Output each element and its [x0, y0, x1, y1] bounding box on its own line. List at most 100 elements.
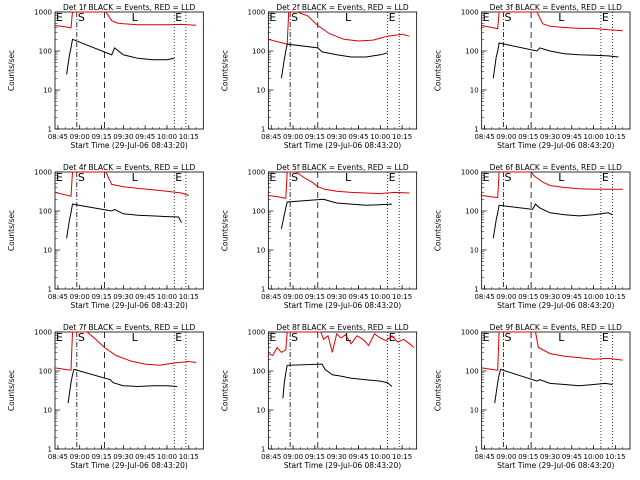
- marker-e2: E: [602, 171, 609, 184]
- y-axis-label: Counts/sec: [220, 370, 229, 411]
- x-tick-label: 09:15: [518, 133, 538, 141]
- plot-frame: [54, 331, 204, 450]
- marker-e1: E: [483, 11, 490, 24]
- x-tick-label: 08:45: [261, 453, 281, 461]
- x-tick-label: 09:15: [91, 133, 111, 141]
- marker-e2: E: [175, 331, 182, 344]
- x-tick-label: 08:45: [48, 133, 68, 141]
- x-tick-label: 09:15: [91, 453, 111, 461]
- x-tick-label: 10:00: [584, 453, 604, 461]
- marker-s: S: [504, 331, 511, 344]
- marker-l: L: [345, 11, 352, 24]
- x-tick-label: 09:15: [305, 293, 325, 301]
- lld-series-line: [268, 331, 415, 357]
- x-tick-label: 09:00: [70, 293, 90, 301]
- x-tick-label: 09:30: [540, 453, 560, 461]
- marker-e2: E: [389, 171, 396, 184]
- x-axis-label: Start Time (29-Jul-06 08:43:20): [284, 461, 401, 470]
- x-tick-label: 10:00: [157, 453, 177, 461]
- detector-panel-6: Det 6f BLACK = Events, RED = LLD 1 10 100 10…: [434, 163, 631, 310]
- y-tick-label: 100: [465, 368, 478, 376]
- x-axis-label: Start Time (29-Jul-06 08:43:20): [284, 301, 401, 310]
- y-tick-label: 1: [261, 286, 265, 294]
- y-axis-label: Counts/sec: [220, 50, 229, 91]
- y-tick-label: 100: [39, 208, 52, 216]
- y-tick-label: 1: [261, 446, 265, 454]
- x-tick-label: 10:15: [392, 293, 412, 301]
- x-tick-label: 09:15: [305, 453, 325, 461]
- y-tick-label: 100: [252, 368, 265, 376]
- x-tick-label: 10:15: [605, 453, 625, 461]
- y-tick-label: 1000: [248, 9, 266, 17]
- y-tick-label: 100: [252, 48, 265, 56]
- x-axis-label: Start Time (29-Jul-06 08:43:20): [497, 141, 614, 150]
- marker-s: S: [291, 11, 298, 24]
- marker-l: L: [558, 11, 565, 24]
- y-tick-label: 100: [39, 48, 52, 56]
- panel-title: Det 3f BLACK = Events, RED = LLD: [490, 3, 623, 12]
- y-tick-label: 1000: [34, 329, 52, 337]
- plot-frame: [267, 11, 418, 130]
- y-axis-label: Counts/sec: [7, 370, 16, 411]
- detector-panel-1: Det 1f BLACK = Events, RED = LLD 1 10 100 10…: [7, 3, 204, 150]
- marker-e1: E: [269, 171, 276, 184]
- marker-e2: E: [175, 171, 182, 184]
- x-tick-label: 10:15: [605, 293, 625, 301]
- marker-l: L: [132, 11, 139, 24]
- y-tick-label: 1000: [248, 329, 266, 337]
- x-tick-label: 08:45: [261, 133, 281, 141]
- x-tick-label: 09:00: [496, 133, 516, 141]
- x-axis-label: Start Time (29-Jul-06 08:43:20): [70, 301, 187, 310]
- x-tick-label: 09:45: [348, 453, 368, 461]
- lld-series-line: [481, 171, 623, 199]
- x-tick-label: 10:00: [370, 293, 390, 301]
- marker-s: S: [504, 11, 511, 24]
- y-tick-label: 1000: [461, 169, 479, 177]
- x-tick-label: 09:15: [518, 293, 538, 301]
- x-tick-label: 08:45: [48, 453, 68, 461]
- panel-title: Det 1f BLACK = Events, RED = LLD: [63, 3, 196, 12]
- lld-series-line: [481, 11, 623, 32]
- events-series-line: [66, 203, 182, 239]
- events-series-line: [66, 38, 175, 75]
- x-axis-label: Start Time (29-Jul-06 08:43:20): [497, 301, 614, 310]
- y-tick-label: 10: [256, 407, 265, 415]
- x-tick-label: 08:45: [474, 453, 494, 461]
- y-tick-label: 10: [43, 247, 52, 255]
- x-tick-label: 09:30: [327, 453, 347, 461]
- x-tick-label: 09:00: [70, 133, 90, 141]
- panel-title: Det 9f BLACK = Events, RED = LLD: [490, 323, 623, 332]
- marker-s: S: [78, 171, 85, 184]
- events-series-line: [492, 42, 619, 79]
- marker-e1: E: [56, 11, 63, 24]
- y-tick-label: 10: [256, 247, 265, 255]
- x-tick-label: 09:30: [327, 293, 347, 301]
- x-tick-label: 09:15: [91, 293, 111, 301]
- y-tick-label: 100: [465, 208, 478, 216]
- marker-e1: E: [483, 171, 490, 184]
- marker-l: L: [132, 171, 139, 184]
- plot-frame: [267, 171, 418, 290]
- marker-l: L: [558, 331, 565, 344]
- x-tick-label: 09:00: [496, 453, 516, 461]
- y-tick-label: 1000: [34, 9, 52, 17]
- marker-l: L: [345, 331, 352, 344]
- lld-series-line: [268, 171, 410, 200]
- y-tick-label: 1: [474, 126, 478, 134]
- events-series-line: [280, 43, 388, 79]
- panel-title: Det 2f BLACK = Events, RED = LLD: [276, 3, 409, 12]
- x-tick-label: 10:00: [370, 133, 390, 141]
- x-axis-label: Start Time (29-Jul-06 08:43:20): [284, 141, 401, 150]
- events-series-line: [280, 198, 392, 229]
- marker-l: L: [132, 331, 139, 344]
- x-tick-label: 10:00: [584, 293, 604, 301]
- marker-s: S: [78, 11, 85, 24]
- x-axis-label: Start Time (29-Jul-06 08:43:20): [70, 141, 187, 150]
- x-tick-label: 09:15: [305, 133, 325, 141]
- x-tick-label: 09:00: [70, 453, 90, 461]
- events-series-line: [492, 203, 613, 239]
- x-tick-label: 08:45: [474, 293, 494, 301]
- y-axis-label: Counts/sec: [434, 210, 443, 251]
- x-tick-label: 09:45: [562, 293, 582, 301]
